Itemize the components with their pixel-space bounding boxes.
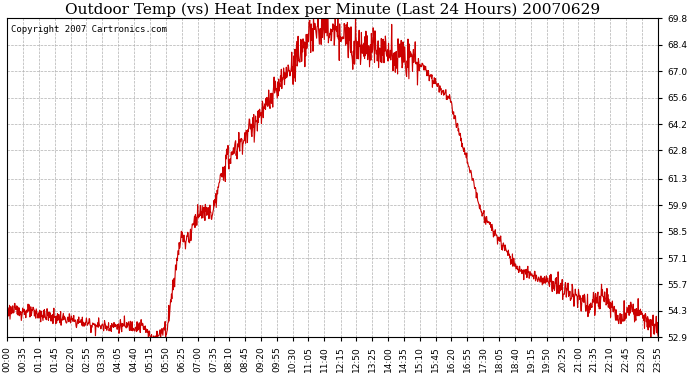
Text: Copyright 2007 Cartronics.com: Copyright 2007 Cartronics.com: [10, 25, 166, 34]
Title: Outdoor Temp (vs) Heat Index per Minute (Last 24 Hours) 20070629: Outdoor Temp (vs) Heat Index per Minute …: [65, 3, 600, 17]
